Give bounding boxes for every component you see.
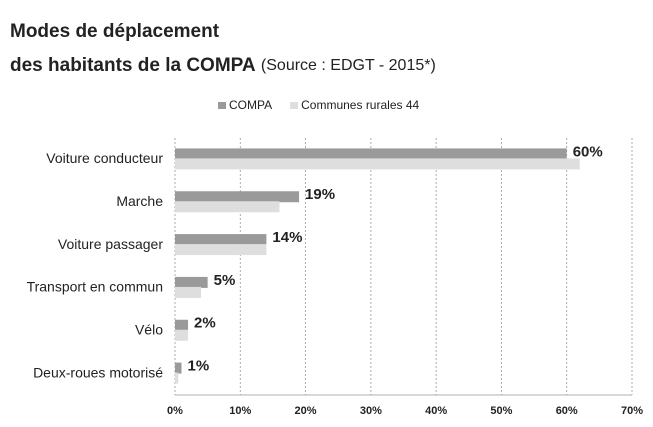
data-label: 5%: [214, 272, 236, 289]
x-tick-label: 0%: [167, 405, 183, 417]
data-label: 19%: [305, 186, 335, 203]
legend-label: COMPA: [229, 98, 272, 112]
y-tick-label: Transport en commun: [27, 279, 163, 295]
bar: [175, 201, 280, 213]
bar: [175, 234, 267, 246]
bar: [175, 276, 208, 288]
data-label: 1%: [188, 358, 210, 375]
y-tick-label: Voiture conducteur: [46, 150, 163, 166]
bar: [175, 158, 580, 170]
data-label: 2%: [194, 315, 216, 332]
data-label: 14%: [272, 229, 302, 246]
data-label: 60%: [573, 143, 603, 160]
bar: [175, 191, 300, 203]
bar: [175, 319, 189, 331]
bar: [175, 148, 567, 160]
legend-swatch: [290, 102, 299, 109]
bar: [175, 286, 202, 298]
x-tick-label: 60%: [556, 405, 578, 417]
legend-swatch: [218, 102, 226, 109]
y-tick-label: Marche: [116, 193, 163, 209]
chart-title: des habitants de la COMPA (Source : EDGT…: [10, 55, 436, 76]
x-tick-label: 50%: [490, 405, 512, 417]
bar: [175, 244, 267, 256]
chart-title: Modes de déplacement: [10, 21, 220, 42]
x-tick-label: 70%: [621, 405, 643, 417]
x-tick-label: 40%: [425, 405, 447, 417]
y-tick-label: Voiture passager: [58, 236, 163, 252]
bar: [175, 372, 179, 384]
x-tick-label: 10%: [229, 405, 251, 417]
x-tick-label: 20%: [295, 405, 317, 417]
chart-subtitle: (Source : EDGT - 2015*): [261, 57, 436, 74]
x-tick-label: 30%: [360, 405, 382, 417]
bar: [175, 362, 182, 374]
legend-label: Communes rurales 44: [301, 98, 419, 112]
y-tick-label: Deux-roues motorisé: [33, 364, 163, 380]
y-tick-label: Vélo: [135, 321, 163, 337]
bar: [175, 329, 189, 341]
chart-title: des habitants de la COMPA: [10, 55, 256, 76]
